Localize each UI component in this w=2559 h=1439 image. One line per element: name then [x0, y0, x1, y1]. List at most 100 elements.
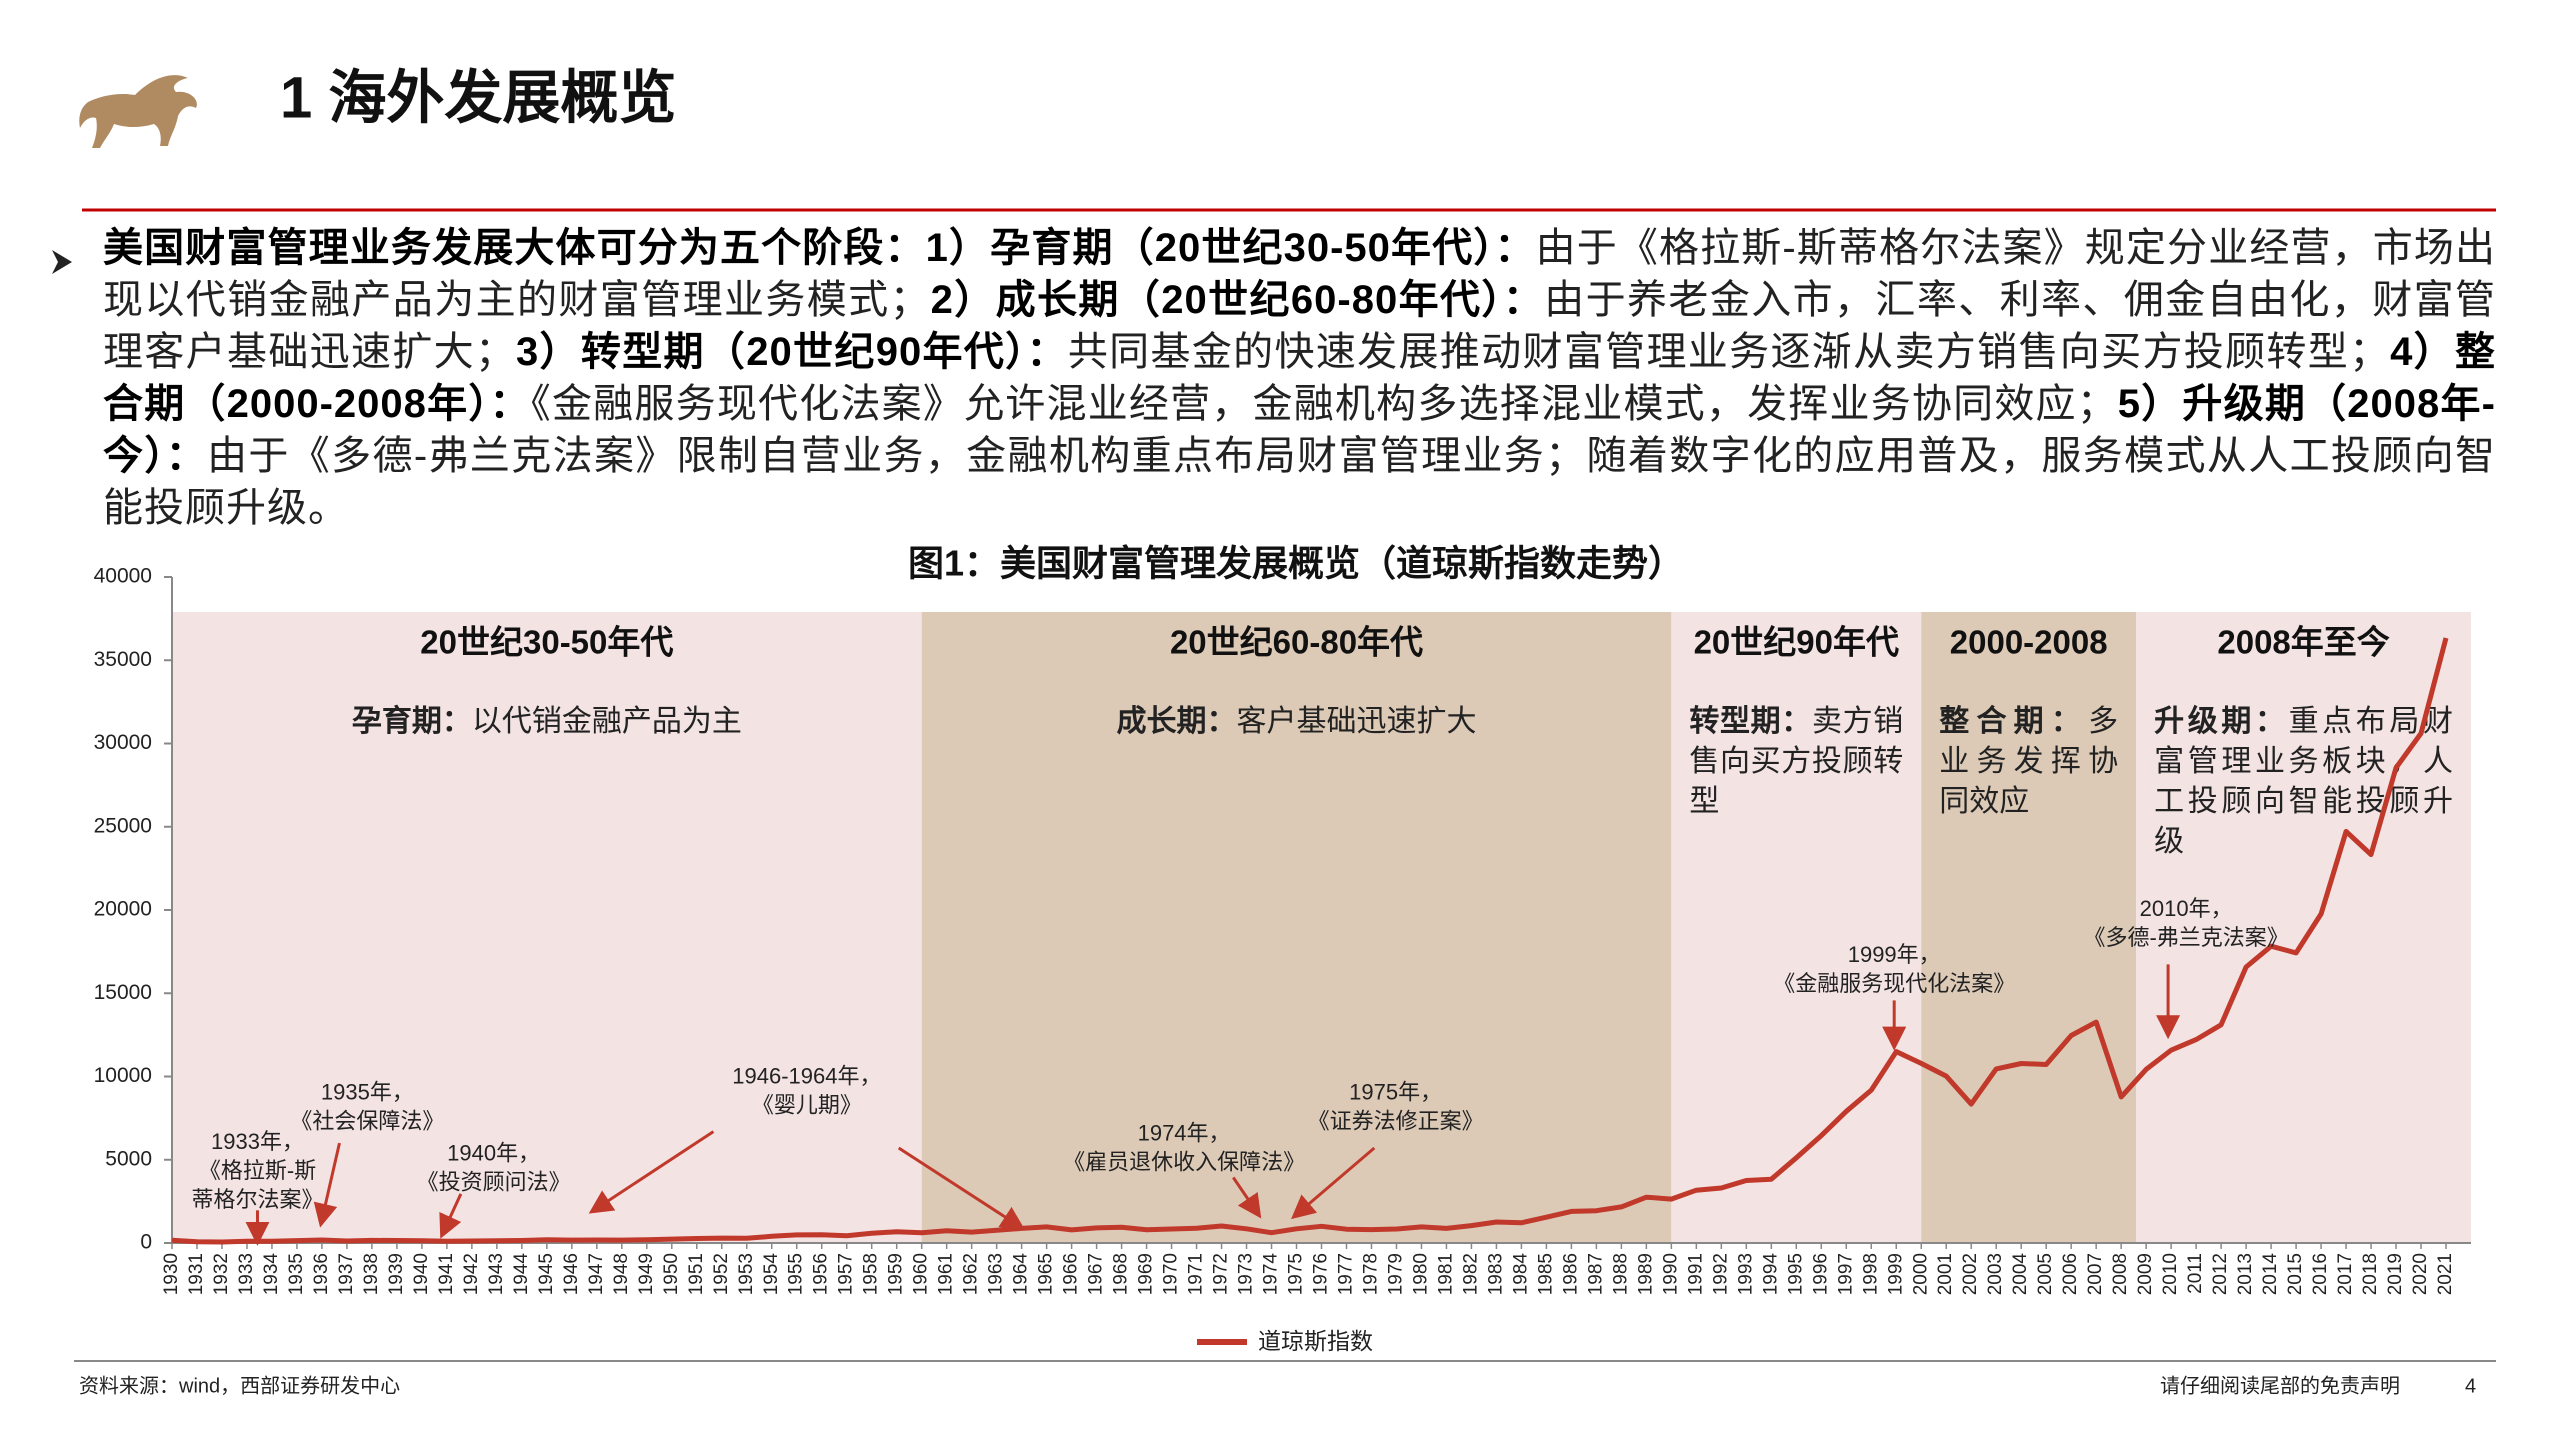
x-tick-label: 1974 — [1261, 1253, 1282, 1296]
legend-label: 道琼斯指数 — [1258, 1328, 1373, 1354]
period-heading: 20世纪30-50年代 — [420, 624, 673, 661]
period-label: 整合期： — [1939, 705, 2089, 738]
x-tick-label: 1956 — [811, 1253, 832, 1295]
x-tick-label: 1949 — [636, 1253, 657, 1295]
x-tick-label: 2006 — [2060, 1253, 2081, 1295]
x-tick-label: 1954 — [761, 1253, 782, 1296]
x-tick-label: 1987 — [1585, 1253, 1606, 1295]
y-tick-label: 40000 — [94, 565, 152, 588]
annotation-text: 1975年， — [1349, 1080, 1442, 1105]
x-tick-label: 1951 — [686, 1253, 707, 1295]
x-tick-label: 1967 — [1086, 1253, 1107, 1295]
x-tick-label: 2021 — [2435, 1253, 2456, 1295]
x-tick-label: 1986 — [1560, 1253, 1581, 1295]
x-tick-label: 1995 — [1785, 1253, 1806, 1295]
annotation-text: 1933年， — [211, 1129, 304, 1154]
x-tick-label: 2001 — [1935, 1253, 1956, 1295]
x-tick-label: 1992 — [1710, 1253, 1731, 1295]
x-tick-label: 1950 — [661, 1253, 682, 1295]
annotation-text: 《雇员退休收入保障法》 — [1063, 1150, 1305, 1175]
x-tick-label: 1930 — [161, 1253, 182, 1295]
x-tick-label: 1955 — [786, 1253, 807, 1295]
x-tick-label: 1994 — [1760, 1253, 1781, 1296]
x-tick-label: 1989 — [1635, 1253, 1656, 1295]
paragraph-segment: 由于《多德-弗兰克法案》限制自营业务，金融机构重点布局财富管理业务；随着数字化的… — [103, 434, 2496, 530]
y-tick-label: 30000 — [94, 731, 152, 754]
x-tick-label: 2017 — [2335, 1253, 2356, 1295]
x-tick-label: 1988 — [1610, 1253, 1631, 1295]
period-text: 客户基础迅速扩大 — [1236, 705, 1477, 738]
period-text: 多业务发挥协同效应 — [1939, 705, 2119, 818]
x-tick-label: 1990 — [1660, 1253, 1681, 1295]
annotation-text: 《社会保障法》 — [290, 1109, 444, 1134]
x-tick-label: 1976 — [1311, 1253, 1332, 1295]
x-tick-label: 2012 — [2210, 1253, 2231, 1295]
x-tick-label: 1959 — [886, 1253, 907, 1295]
x-tick-label: 1957 — [836, 1253, 857, 1295]
paragraph-segment: 共同基金的快速发展推动财富管理业务逐渐从卖方销售向买方投顾转型； — [1067, 330, 2391, 374]
chart-title: 图1：美国财富管理发展概览（道琼斯指数走势） — [908, 543, 1684, 584]
period-label: 成长期： — [1116, 705, 1237, 738]
x-tick-label: 2010 — [2160, 1253, 2181, 1295]
period-text-box: 孕育期：以代销金融产品为主 — [190, 702, 904, 742]
period-description: 成长期：客户基础迅速扩大 — [1116, 705, 1477, 738]
x-tick-label: 1941 — [436, 1253, 457, 1295]
x-tick-label: 2015 — [2285, 1253, 2306, 1295]
x-tick-label: 1982 — [1460, 1253, 1481, 1295]
x-tick-label: 1991 — [1685, 1253, 1706, 1295]
annotation-text: 《金融服务现代化法案》 — [1773, 971, 2015, 996]
source: 资料来源：wind，西部证券研发中心 — [79, 1374, 400, 1397]
x-tick-label: 1973 — [1236, 1253, 1257, 1295]
x-tick-label: 1979 — [1385, 1253, 1406, 1295]
x-tick-label: 2011 — [2185, 1253, 2206, 1294]
x-tick-label: 1998 — [1860, 1253, 1881, 1295]
y-tick-label: 5000 — [105, 1147, 152, 1170]
x-tick-label: 1969 — [1136, 1253, 1157, 1295]
x-tick-label: 1936 — [311, 1253, 332, 1295]
period-heading: 20世纪90年代 — [1694, 624, 1899, 661]
paragraph-segment: 2）成长期（20世纪60-80年代）： — [930, 278, 1545, 322]
page-number: 4 — [2465, 1375, 2476, 1397]
x-tick-label: 1968 — [1111, 1253, 1132, 1295]
annotation-text: 1940年， — [447, 1140, 540, 1165]
x-tick-label: 1942 — [461, 1253, 482, 1295]
period-text-box: 转型期：卖方销售向买方投顾转型 — [1689, 702, 1903, 822]
x-tick-label: 1940 — [411, 1253, 432, 1295]
x-tick-label: 2009 — [2135, 1253, 2156, 1295]
x-tick-label: 2019 — [2385, 1253, 2406, 1295]
intro-paragraph: 美国财富管理业务发展大体可分为五个阶段：1）孕育期（20世纪30-50年代）：由… — [103, 222, 2496, 534]
x-tick-label: 1985 — [1535, 1253, 1556, 1295]
paragraph-segment: 《金融服务现代化法案》允许混业经营，金融机构多选择混业模式，发挥业务协同效应； — [530, 382, 2118, 426]
y-tick-label: 25000 — [94, 814, 152, 837]
annotation-text: 《格拉斯-斯 — [199, 1158, 316, 1183]
x-tick-label: 1984 — [1510, 1253, 1531, 1296]
period-text: 卖方销售向买方投顾转型 — [1689, 705, 1904, 818]
x-tick-label: 1935 — [286, 1253, 307, 1295]
x-tick-label: 1934 — [261, 1253, 282, 1296]
annotation-text: 《多德-弗兰克法案》 — [2083, 925, 2288, 950]
paragraph-segment: 4）整合期（2000-2008年）： — [103, 330, 2497, 426]
annotation-text: 2010年， — [2140, 896, 2233, 921]
x-tick-label: 1963 — [986, 1253, 1007, 1295]
y-tick-label: 10000 — [94, 1064, 152, 1087]
x-tick-label: 1966 — [1061, 1253, 1082, 1295]
period-band — [172, 612, 922, 1243]
x-tick-label: 1946 — [561, 1253, 582, 1295]
x-tick-label: 1943 — [486, 1253, 507, 1295]
annotation-arrow — [313, 1142, 341, 1228]
period-text: 以代销金融产品为主 — [471, 705, 742, 738]
x-tick-label: 1958 — [861, 1253, 882, 1295]
period-text-box: 升级期：重点布局财富管理业务板块，人工投顾向智能投顾升级 — [2154, 702, 2453, 862]
x-tick-label: 1961 — [936, 1253, 957, 1295]
x-tick-label: 1972 — [1211, 1253, 1232, 1295]
period-label: 升级期： — [2154, 705, 2289, 738]
x-tick-label: 2007 — [2085, 1253, 2106, 1295]
x-tick-label: 1931 — [186, 1253, 207, 1295]
annotation-text: 蒂格尔法案》 — [191, 1187, 323, 1212]
paragraph-segment: 5）升级期（2008年-今）： — [103, 382, 2496, 478]
annotation-text: 《投资顾问法》 — [417, 1169, 571, 1194]
x-tick-label: 1981 — [1435, 1253, 1456, 1295]
x-tick-label: 1948 — [611, 1253, 632, 1295]
